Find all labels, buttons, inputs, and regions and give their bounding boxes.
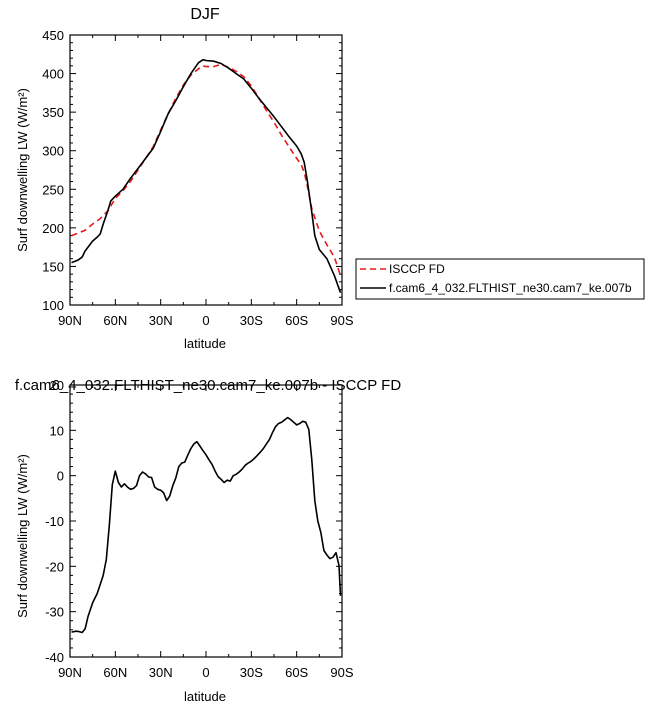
top-y-tick-label: 450 (42, 28, 64, 43)
legend-label-0: ISCCP FD (389, 262, 445, 276)
top-x-tick-label: 90N (58, 313, 82, 328)
top-x-tick-label: 0 (202, 313, 209, 328)
bottom-x-tick-label: 30S (240, 665, 263, 680)
top-x-tick-label: 30N (149, 313, 173, 328)
bottom-y-tick-label: -10 (45, 514, 64, 529)
legend-label-1: f.cam6_4_032.FLTHIST_ne30.cam7_ke.007b (389, 281, 632, 295)
bottom-x-tick-label: 90S (330, 665, 353, 680)
bottom-plot-frame (69, 384, 343, 658)
bottom-x-tick-label: 0 (202, 665, 209, 680)
bottom-x-tick-label: 60N (103, 665, 127, 680)
top-y-tick-label: 200 (42, 221, 64, 236)
top-x-tick-label: 60S (285, 313, 308, 328)
bottom-panel: f.cam6_4_032.FLTHIST_ne30.cam7_ke.007b -… (15, 377, 401, 704)
top-legend: ISCCP FD f.cam6_4_032.FLTHIST_ne30.cam7_k… (355, 258, 645, 300)
top-x-tick-label: 30S (240, 313, 263, 328)
bottom-y-tick-label: 10 (50, 423, 64, 438)
bottom-y-tick-label: -40 (45, 650, 64, 665)
bottom-plot-area: 90N 60N 30N 0 30S 60S 90S -40 -30 -20 -10 0 10 20 (45, 378, 354, 680)
bottom-series-line-0 (71, 416, 342, 634)
top-y-tick-label: 400 (42, 67, 64, 82)
bottom-x-tick-label: 30N (149, 665, 173, 680)
top-plot-area: 90N 60N 30N 0 30S 60S 90S 100 150 200 250 300 350 400… (42, 28, 354, 328)
top-x-tick-label: 90S (330, 313, 353, 328)
top-y-tick-label: 300 (42, 144, 64, 159)
top-y-tick-label: 250 (42, 182, 64, 197)
top-plot-frame (69, 34, 343, 306)
bottom-y-axis-label: Surf downwelling LW (W/m²) (15, 454, 30, 618)
top-x-tick-label: 60N (103, 313, 127, 328)
bottom-y-tick-label: 0 (57, 469, 64, 484)
top-series-line-1 (71, 58, 342, 293)
top-panel: DJF 90N 60N 30N 0 30S 60S 90S 100 150 200 250 300 35… (15, 6, 645, 351)
bottom-y-tick-label: 20 (50, 378, 64, 393)
top-chart-title: DJF (190, 6, 220, 23)
bottom-y-tick-label: -30 (45, 605, 64, 620)
bottom-x-axis-label: latitude (184, 689, 226, 704)
top-y-tick-label: 100 (42, 298, 64, 313)
bottom-y-tick-label: -20 (45, 559, 64, 574)
top-y-tick-label: 350 (42, 105, 64, 120)
top-x-axis-label: latitude (184, 336, 226, 351)
legend-box (355, 258, 645, 300)
bottom-x-tick-label: 90N (58, 665, 82, 680)
top-y-axis-label: Surf downwelling LW (W/m²) (15, 88, 30, 252)
bottom-x-tick-label: 60S (285, 665, 308, 680)
top-series-line-0 (71, 63, 342, 276)
top-y-tick-label: 150 (42, 259, 64, 274)
